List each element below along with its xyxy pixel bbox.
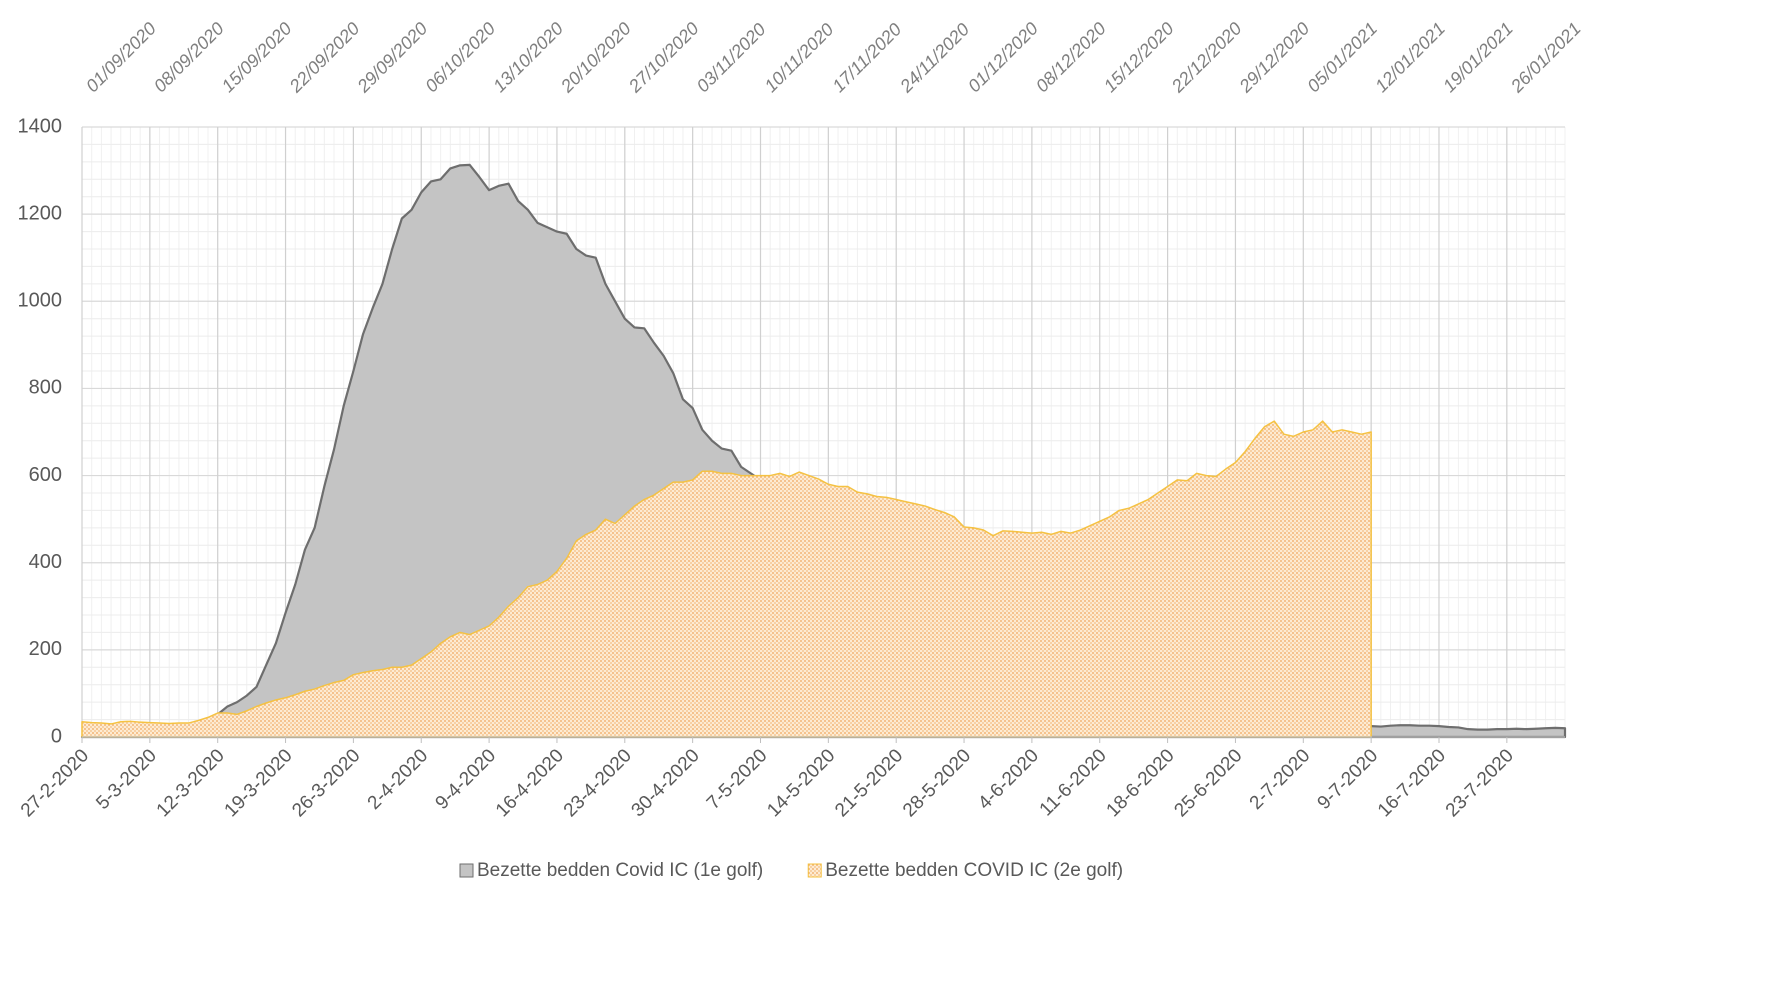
x-tick-label: 28-5-2020 <box>899 745 975 821</box>
x-tick-label: 19-3-2020 <box>221 745 297 821</box>
x2-tick-label: 15/12/2020 <box>1100 18 1178 96</box>
x2-tick-label: 15/09/2020 <box>218 18 296 96</box>
y-tick-label: 1000 <box>18 290 63 312</box>
y-tick-label: 400 <box>29 551 62 573</box>
x-tick-label: 27-2-2020 <box>17 745 93 821</box>
y-tick-label: 0 <box>51 725 62 747</box>
legend-label: Bezette bedden COVID IC (2e golf) <box>825 860 1123 881</box>
x-tick-label: 7-5-2020 <box>703 745 772 814</box>
x2-tick-label: 20/10/2020 <box>556 18 635 97</box>
x2-tick-label: 13/10/2020 <box>489 18 567 96</box>
x-tick-label: 4-6-2020 <box>974 745 1043 814</box>
y-tick-label: 600 <box>29 464 62 486</box>
x2-tick-label: 01/09/2020 <box>82 18 160 96</box>
x2-tick-label: 08/12/2020 <box>1032 18 1110 96</box>
legend-label: Bezette bedden Covid IC (1e golf) <box>477 860 763 881</box>
x-tick-label: 21-5-2020 <box>831 745 907 821</box>
x2-tick-label: 24/11/2020 <box>896 19 974 97</box>
x-tick-label: 14-5-2020 <box>763 745 839 821</box>
x-tick-label: 12-3-2020 <box>153 745 229 821</box>
x-tick-label: 23-7-2020 <box>1442 745 1518 821</box>
y-tick-label: 200 <box>29 638 62 660</box>
x-tick-label: 23-4-2020 <box>560 745 636 821</box>
x2-tick-label: 03/11/2020 <box>693 19 770 96</box>
x2-tick-label: 06/10/2020 <box>421 18 499 96</box>
x-tick-label: 16-7-2020 <box>1374 745 1450 821</box>
x-tick-label: 26-3-2020 <box>288 745 364 821</box>
y-tick-label: 1200 <box>18 202 63 224</box>
x-tick-label: 16-4-2020 <box>492 745 568 821</box>
plot <box>80 163 1567 739</box>
x2-tick-label: 10/11/2020 <box>761 19 838 96</box>
x2-tick-label: 05/01/2021 <box>1303 18 1381 96</box>
x2-tick-label: 26/01/2021 <box>1506 18 1585 97</box>
legend-swatch <box>459 863 474 878</box>
x2-tick-label: 01/12/2020 <box>964 18 1042 96</box>
x2-tick-label: 17/11/2020 <box>828 19 905 96</box>
x-tick-label: 11-6-2020 <box>1036 745 1111 820</box>
x-tick-label: 5-3-2020 <box>92 745 161 814</box>
x-tick-label: 30-4-2020 <box>628 745 704 821</box>
y-tick-label: 800 <box>29 377 62 399</box>
x2-tick-label: 12/01/2021 <box>1371 18 1449 96</box>
y-tick-label: 1400 <box>18 115 63 137</box>
x-tick-label: 2-4-2020 <box>364 745 433 814</box>
x2-tick-label: 27/10/2020 <box>624 18 703 97</box>
x2-tick-label: 19/01/2021 <box>1439 18 1517 96</box>
x2-tick-label: 29/12/2020 <box>1235 18 1314 97</box>
x2-tick-label: 29/09/2020 <box>353 18 432 97</box>
legend-swatch <box>807 863 822 878</box>
x-tick-label: 2-7-2020 <box>1246 745 1315 814</box>
x2-tick-label: 22/12/2020 <box>1167 18 1246 97</box>
x-tick-label: 25-6-2020 <box>1170 745 1246 821</box>
x-tick-label: 9-4-2020 <box>432 745 501 814</box>
x-tick-label: 18-6-2020 <box>1103 745 1179 821</box>
x2-tick-label: 08/09/2020 <box>150 18 228 96</box>
area <box>81 420 1372 738</box>
x2-tick-label: 22/09/2020 <box>285 18 364 97</box>
x-tick-label: 9-7-2020 <box>1314 745 1383 814</box>
